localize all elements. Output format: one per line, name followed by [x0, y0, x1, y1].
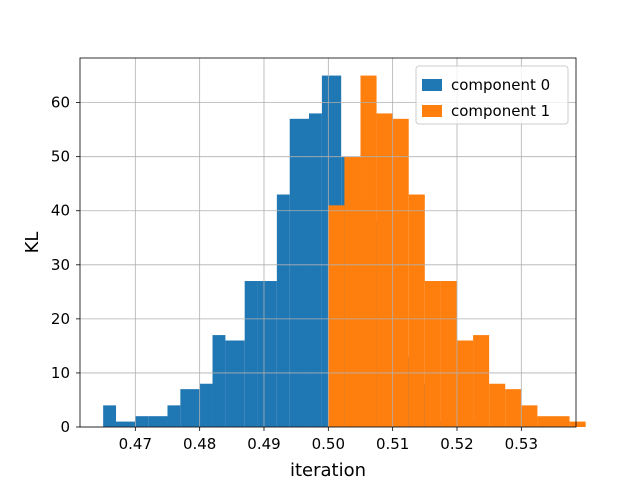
bar-series-1-bin-15: [569, 421, 586, 427]
bar-series-1-bin-6: [424, 281, 441, 427]
bar-series-0-bin-4: [167, 405, 181, 427]
y-tick-label-0: 0: [60, 418, 70, 436]
x-tick-label-2: 0.49: [247, 435, 280, 453]
bar-series-0-bin-3: [148, 416, 168, 427]
x-tick-label-4: 0.51: [376, 435, 409, 453]
bar-series-1-bin-5: [408, 194, 425, 427]
bar-series-1-bin-7: [440, 281, 457, 427]
bar-series-0-bin-12: [289, 118, 310, 427]
bar-series-0-bin-8: [225, 340, 245, 427]
y-tick-label-1: 10: [51, 364, 70, 382]
x-tick-label-3: 0.50: [312, 435, 345, 453]
bar-series-1-bin-3: [376, 113, 393, 428]
bars: [103, 75, 586, 428]
bar-series-1-bin-4: [392, 118, 409, 427]
bar-series-1-bin-9: [473, 335, 490, 427]
x-tick-label-5: 0.52: [440, 435, 473, 453]
bar-series-0-bin-11: [276, 194, 290, 427]
bar-series-0-bin-5: [180, 389, 200, 427]
bar-series-1-bin-12: [521, 405, 538, 427]
y-axis-title: KL: [22, 232, 43, 254]
legend-swatch-0: [422, 79, 442, 91]
bar-series-0-bin-6: [199, 383, 213, 427]
tick-labels: 0.47 0.48 0.49 0.50 0.51 0.52 0.53 0 10 20 30 40 50 6…: [51, 94, 538, 453]
legend-label-1: component 1: [451, 102, 550, 120]
y-tick-label-4: 40: [51, 202, 70, 220]
bar-series-1-bin-10: [489, 383, 506, 427]
bar-series-0-bin-7: [212, 335, 226, 427]
bar-series-1-bin-0: [328, 205, 345, 427]
bar-series-0-bin-0: [103, 405, 117, 427]
bar-series-0-bin-9: [244, 281, 258, 427]
bar-series-0-bin-10: [257, 281, 277, 427]
x-axis-title: iteration: [290, 460, 366, 480]
legend-label-0: component 0: [451, 76, 550, 94]
bar-series-1-bin-13: [537, 416, 554, 427]
legend-swatch-1: [422, 105, 442, 117]
grid: [80, 58, 576, 428]
legend: component 0 component 1: [415, 65, 569, 125]
x-tick-label-1: 0.48: [183, 435, 216, 453]
bar-series-1-bin-11: [505, 389, 522, 427]
bar-series-0-bin-1: [116, 421, 136, 427]
bar-series-0-bin-2: [135, 416, 149, 427]
bar-series-0-bin-13: [309, 113, 322, 428]
bar-series-1-bin-8: [456, 340, 474, 427]
bar-series-1-bin-14: [553, 416, 570, 427]
bar-series-1-bin-1: [344, 156, 361, 428]
y-tick-label-5: 50: [51, 148, 70, 166]
legend-box: [415, 65, 569, 125]
y-tick-label-2: 20: [51, 310, 70, 328]
x-tick-label-6: 0.53: [505, 435, 538, 453]
y-tick-label-6: 60: [51, 94, 70, 112]
bar-series-1-bin-2: [360, 75, 377, 427]
x-tick-label-0: 0.47: [119, 435, 152, 453]
y-tick-label-3: 30: [51, 256, 70, 274]
